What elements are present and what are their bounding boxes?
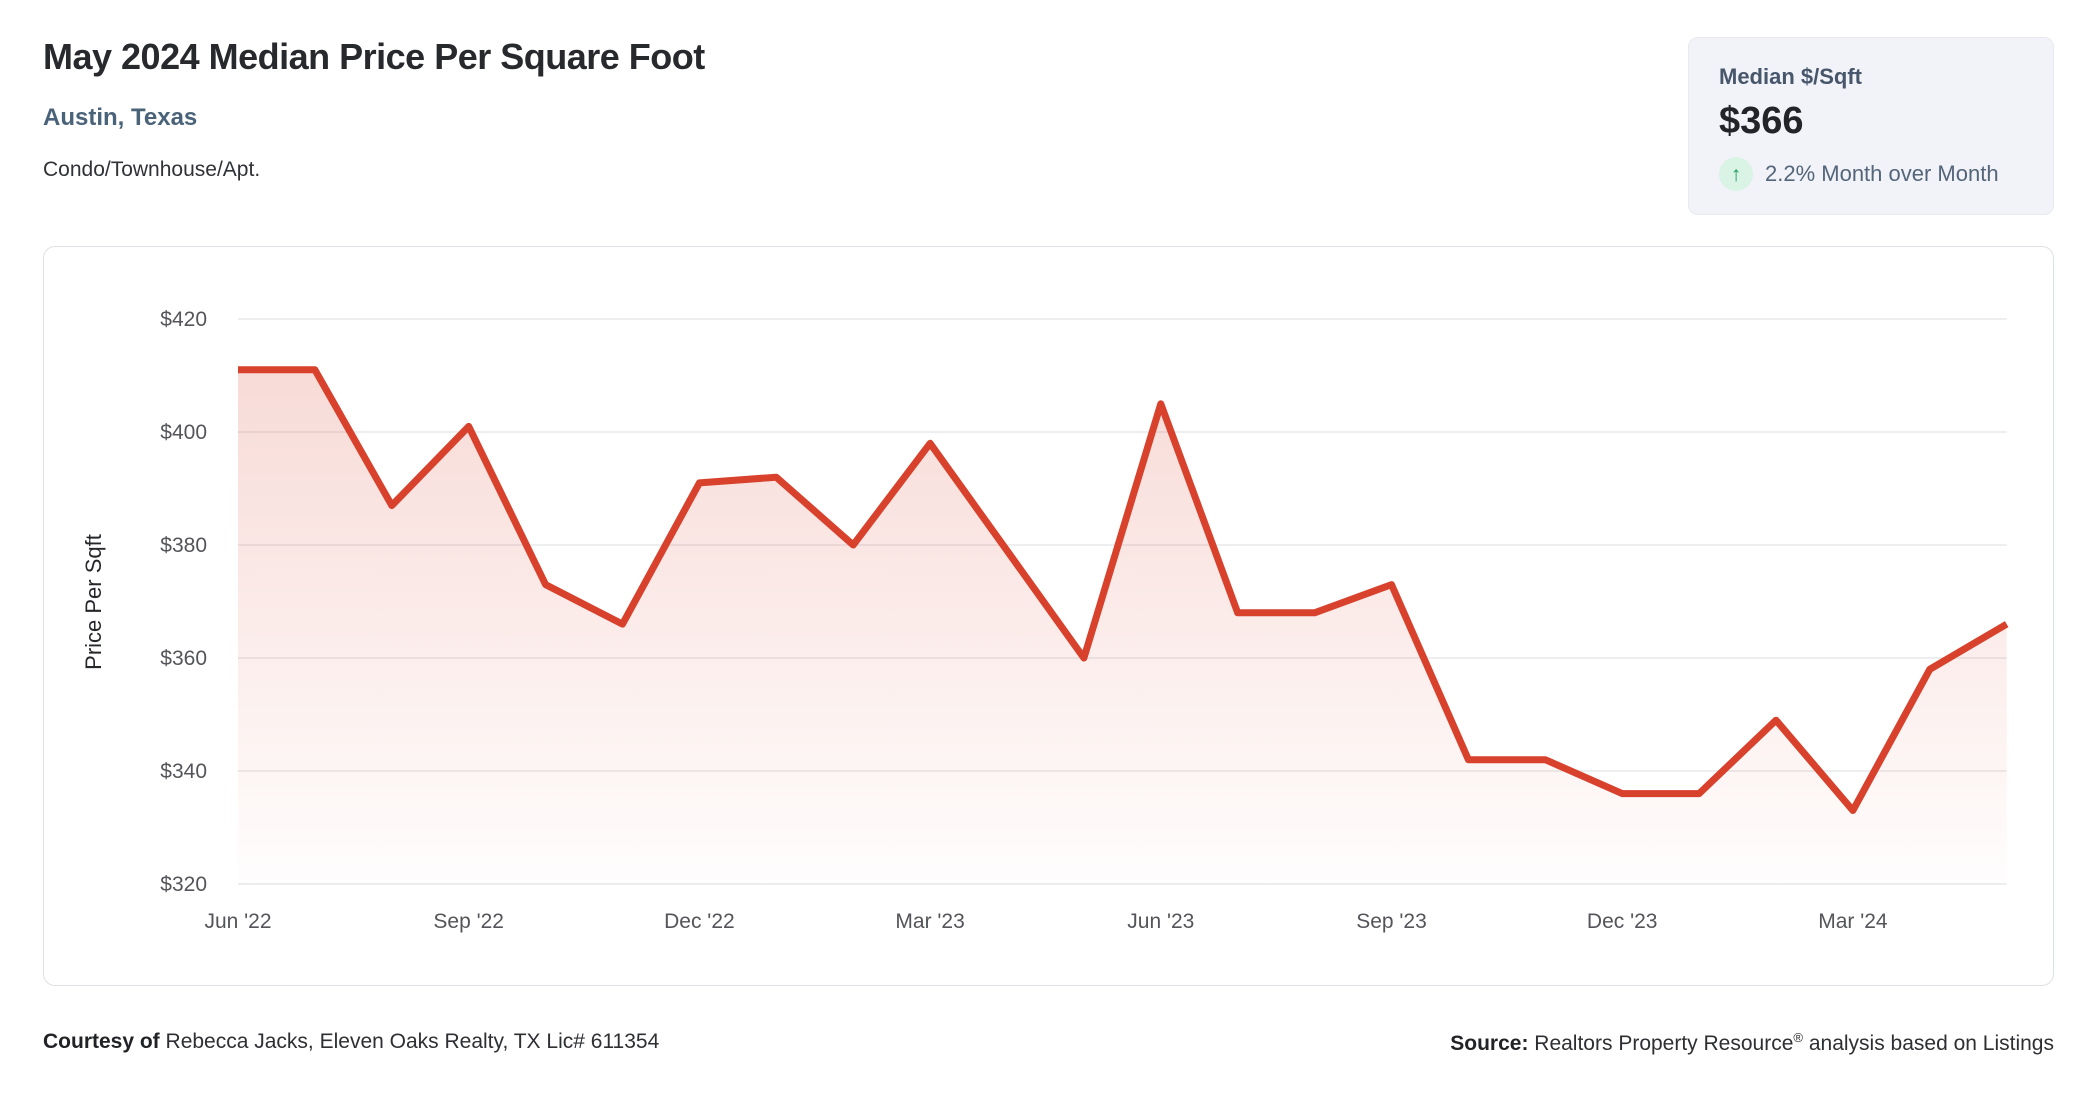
courtesy-label: Courtesy of <box>43 1030 160 1053</box>
courtesy-caption: Courtesy of Rebecca Jacks, Eleven Oaks R… <box>43 1030 660 1053</box>
source-caption: Source: Realtors Property Resource® anal… <box>1450 1030 2054 1055</box>
location-subtitle: Austin, Texas <box>43 104 198 131</box>
up-arrow-icon: ↑ <box>1719 157 1753 191</box>
x-tick-label: Jun '23 <box>1127 910 1194 933</box>
y-tick-label: $340 <box>160 760 207 783</box>
y-tick-label: $360 <box>160 647 207 670</box>
y-tick-label: $400 <box>160 421 207 444</box>
median-stat-card: Median $/Sqft $366 ↑ 2.2% Month over Mon… <box>1688 37 2054 215</box>
x-tick-label: Sep '23 <box>1356 910 1427 933</box>
x-tick-label: Jun '22 <box>204 910 271 933</box>
y-axis-title: Price Per Sqft <box>81 534 106 670</box>
stat-change-text: 2.2% Month over Month <box>1765 161 1999 186</box>
y-tick-label: $320 <box>160 873 207 896</box>
x-tick-label: Mar '23 <box>895 910 964 933</box>
stat-change-row: ↑ 2.2% Month over Month <box>1719 157 2053 191</box>
price-line-chart: $320 $340 $360 $380 $400 $420 Jun '22 Sep '22 De… <box>81 308 2009 933</box>
registered-mark: ® <box>1793 1030 1803 1045</box>
source-label: Source: <box>1450 1032 1529 1055</box>
y-tick-label: $420 <box>160 308 207 331</box>
x-tick-label: Dec '23 <box>1587 910 1658 933</box>
property-type-label: Condo/Townhouse/Apt. <box>43 158 261 181</box>
price-line <box>238 366 2009 814</box>
page-title: May 2024 Median Price Per Square Foot <box>43 36 705 77</box>
stat-value: $366 <box>1719 100 1804 142</box>
x-tick-label: Mar '24 <box>1818 910 1888 933</box>
y-tick-label: $380 <box>160 534 207 557</box>
stat-label: Median $/Sqft <box>1719 64 1863 89</box>
area-fill <box>238 369 2007 884</box>
x-tick-label: Dec '22 <box>664 910 735 933</box>
chart-card: $320 $340 $360 $380 $400 $420 Jun '22 Sep '22 De… <box>43 246 2054 986</box>
x-tick-label: Sep '22 <box>433 910 504 933</box>
